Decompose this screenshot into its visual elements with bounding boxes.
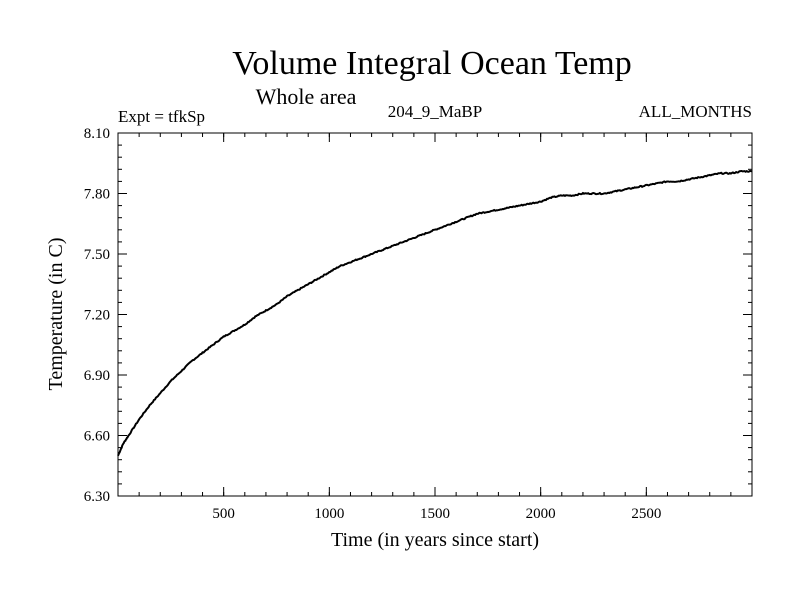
- y-tick-label: 7.80: [84, 187, 110, 203]
- y-tick-label: 6.60: [84, 429, 110, 445]
- y-axis-label: Temperature (in C): [45, 238, 67, 391]
- axis-tick-labels: 500 1000 1500 2000 2500 6.30 6.60 6.90 7.20 7.50 7…: [84, 126, 662, 522]
- axis-ticks: [118, 132, 752, 497]
- series-line: [117, 169, 753, 457]
- y-tick-label: 8.10: [84, 126, 110, 142]
- plot-frame: [117, 132, 753, 497]
- chart-subtitle: Whole area: [256, 84, 357, 109]
- y-tick-label: 7.50: [84, 247, 110, 263]
- chart-title: Volume Integral Ocean Temp: [232, 45, 632, 82]
- x-tick-label: 1000: [314, 506, 344, 522]
- y-tick-label: 6.30: [84, 489, 110, 505]
- period-label: 204_9_MaBP: [388, 102, 482, 121]
- y-tick-label: 6.90: [84, 368, 110, 384]
- x-tick-label: 2000: [526, 506, 556, 522]
- x-tick-label: 1500: [420, 506, 450, 522]
- x-tick-label: 2500: [631, 506, 661, 522]
- experiment-label: Expt = tfkSp: [118, 107, 205, 126]
- months-label: ALL_MONTHS: [639, 102, 752, 121]
- x-tick-label: 500: [212, 506, 235, 522]
- x-axis-label: Time (in years since start): [331, 529, 539, 551]
- y-tick-label: 7.20: [84, 308, 110, 324]
